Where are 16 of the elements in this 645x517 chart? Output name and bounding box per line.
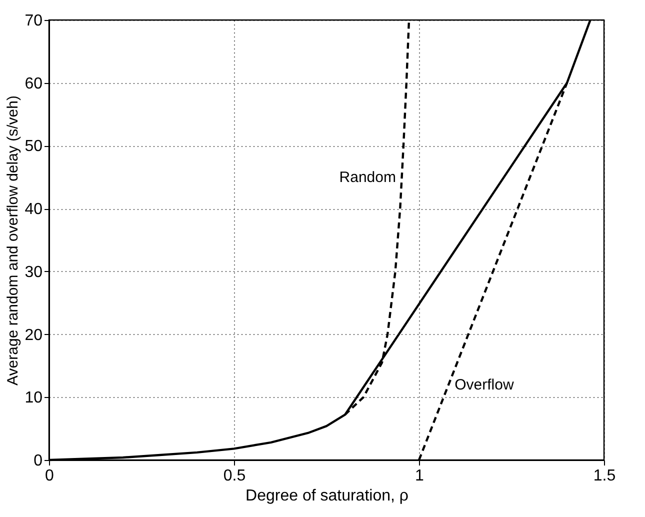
y-tick-label: 20 [24,326,43,344]
x-tick-label: 1.5 [593,468,616,484]
x-axis-title: Degree of saturation, ρ [246,488,408,504]
y-tick-label: 0 [34,452,43,470]
y-tick-label: 10 [24,390,43,407]
annotation: Overflow [454,376,514,394]
y-tick-label: 70 [24,12,43,30]
y-tick-label: 60 [24,75,43,92]
y-tick-label: 50 [24,138,43,156]
x-tick-label: 1 [415,468,424,484]
y-tick-label: 30 [24,264,43,281]
annotation: Random [339,169,396,186]
x-tick-label: 0.5 [223,468,246,484]
x-tick-label: 0 [45,468,54,484]
y-axis-title: Average random and overflow delay (s/veh) [4,96,22,386]
y-tick-label: 40 [24,201,43,218]
